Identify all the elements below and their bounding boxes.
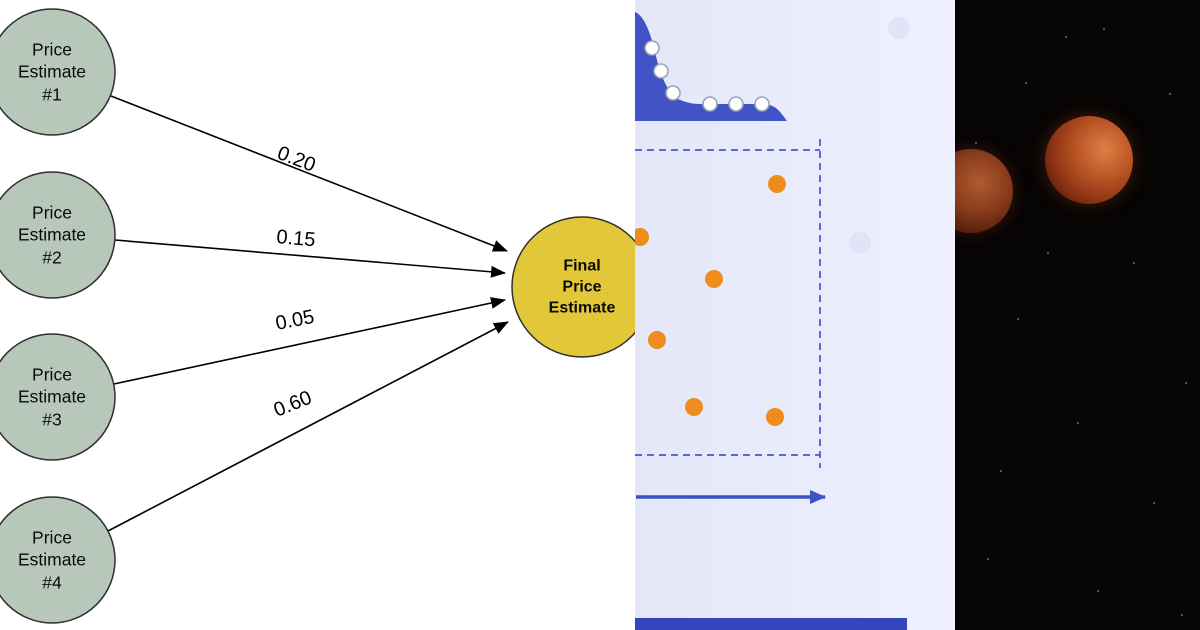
- weighted-diagram-svg: 0.20 0.15 0.05 0.60: [0, 8, 635, 624]
- star: [1047, 252, 1049, 254]
- histogram-marker-dots: [644, 40, 770, 112]
- histogram-marker-dot: [702, 96, 718, 112]
- histogram-marker-dot: [665, 85, 681, 101]
- histogram-marker-dot: [728, 96, 744, 112]
- star: [1097, 590, 1099, 592]
- price-node-4: [0, 496, 116, 624]
- price-node-3: [0, 333, 116, 461]
- faint-bubbles: [849, 17, 910, 254]
- edge-weight-2: 0.15: [276, 226, 317, 251]
- star: [1077, 422, 1079, 424]
- star: [1017, 318, 1019, 320]
- edge-arrow-4: [107, 321, 509, 532]
- bottom-blue-bar: [635, 618, 907, 630]
- scatter-dot: [648, 331, 666, 349]
- partial-moon-left-icon: [955, 149, 1013, 233]
- edge-weight-4: 0.60: [271, 387, 315, 422]
- star: [1181, 614, 1183, 616]
- scatter-dot: [768, 175, 786, 193]
- scatter-dot: [685, 398, 703, 416]
- faint-bubble: [888, 17, 910, 39]
- histogram-marker-dot: [644, 40, 660, 56]
- star: [1153, 502, 1155, 504]
- faint-bubble: [849, 232, 871, 254]
- star: [987, 558, 989, 560]
- scatter-illustration-panel: [635, 0, 955, 630]
- dashed-selection-box: [635, 139, 821, 468]
- edge-weight-labels: 0.20 0.15 0.05 0.60: [271, 142, 319, 422]
- star: [1169, 93, 1171, 95]
- scatter-dot: [635, 228, 649, 246]
- edge-arrow-1: [110, 95, 508, 252]
- full-moon-icon: [1045, 116, 1133, 204]
- lunar-eclipse-photo-panel: [955, 0, 1200, 630]
- star: [1065, 36, 1067, 38]
- edge-weight-3: 0.05: [274, 306, 316, 335]
- scatter-dot: [705, 270, 723, 288]
- edge-weight-1: 0.20: [274, 142, 318, 176]
- star: [1103, 28, 1105, 30]
- edge-arrow-2: [114, 239, 506, 278]
- star: [1025, 82, 1027, 84]
- histogram-marker-dot: [754, 96, 770, 112]
- star: [1000, 470, 1002, 472]
- scatter-dots: [635, 175, 786, 426]
- diagram-edges: [107, 95, 509, 532]
- final-price-node: [511, 216, 635, 358]
- diagram-nodes: [0, 8, 635, 624]
- edge-arrow-3: [113, 297, 506, 385]
- star: [975, 142, 977, 144]
- star: [1185, 382, 1187, 384]
- scatter-dot: [766, 408, 784, 426]
- scatter-illustration-svg: [635, 12, 910, 630]
- star: [1133, 262, 1135, 264]
- histogram-density-shape: [635, 12, 787, 121]
- price-node-2: [0, 171, 116, 299]
- weighted-average-diagram-panel: 0.20 0.15 0.05 0.60 Price Estimate #1 Pr…: [0, 8, 635, 624]
- histogram-marker-dot: [653, 63, 669, 79]
- price-node-1: [0, 8, 116, 136]
